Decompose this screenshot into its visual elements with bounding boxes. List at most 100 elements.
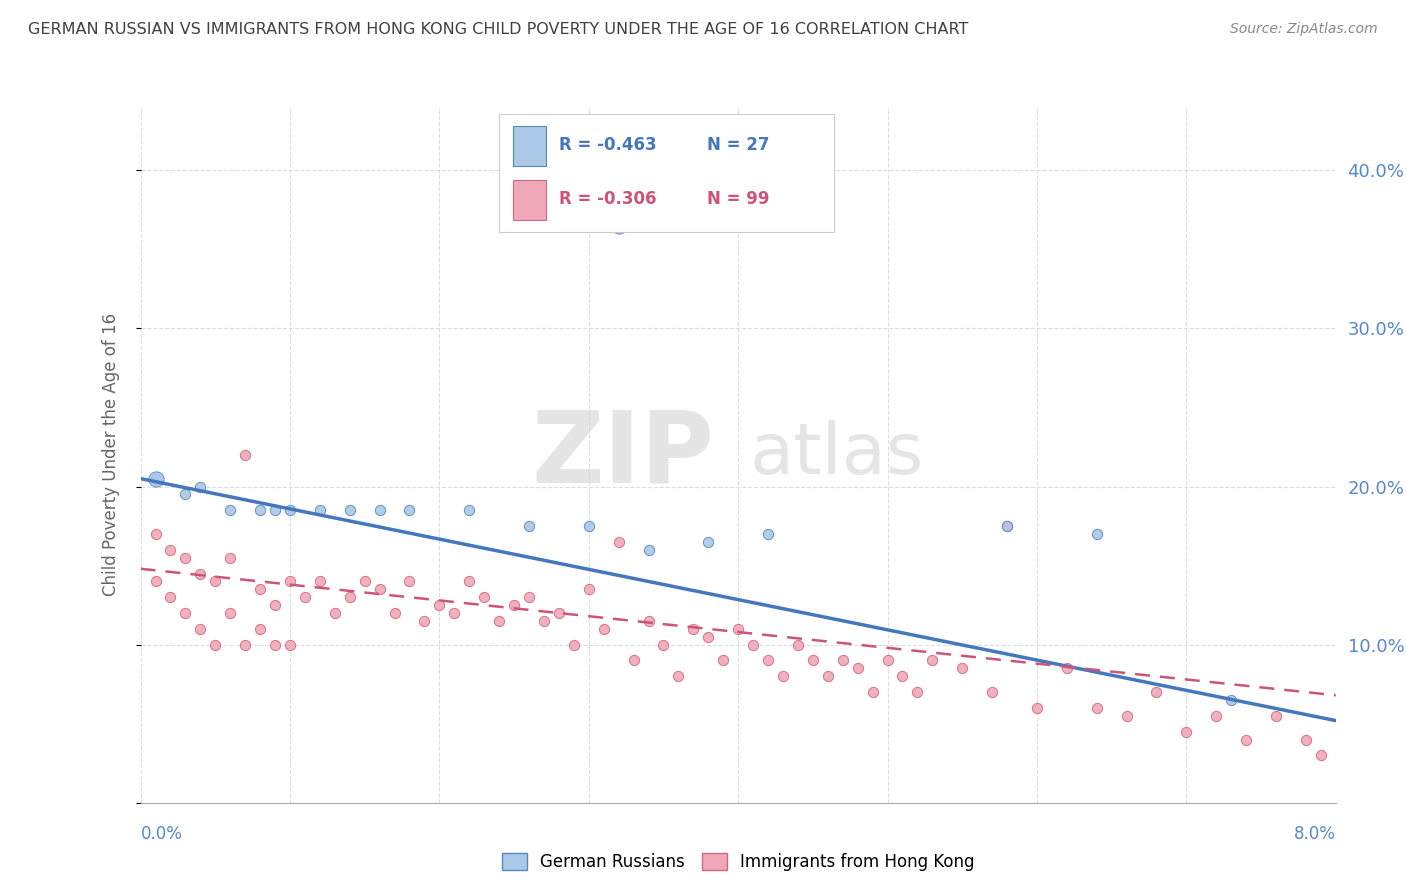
Point (1085, 701, 1108, 715)
Point (249, 582, 271, 597)
Point (787, 638, 810, 652)
Point (1309, 748, 1331, 763)
Point (264, 503, 287, 517)
Point (891, 669, 914, 683)
Point (578, 582, 600, 597)
Point (219, 606, 242, 620)
Legend: German Russians, Immigrants from Hong Kong: German Russians, Immigrants from Hong Ko… (495, 847, 981, 878)
Point (592, 622, 614, 636)
Point (398, 503, 420, 517)
Point (950, 661, 973, 675)
Point (278, 503, 301, 517)
Point (1234, 732, 1257, 747)
Text: ZIP: ZIP (531, 407, 714, 503)
Point (517, 519, 540, 533)
Point (188, 622, 212, 636)
Point (294, 591, 316, 605)
Point (756, 527, 779, 541)
Point (862, 685, 884, 699)
Point (772, 669, 794, 683)
Point (458, 503, 481, 517)
Text: Source: ZipAtlas.com: Source: ZipAtlas.com (1230, 22, 1378, 37)
Point (368, 503, 391, 517)
Point (368, 582, 391, 597)
Text: 8.0%: 8.0% (1294, 825, 1336, 843)
Point (697, 534, 720, 549)
Point (413, 614, 436, 628)
Point (533, 614, 555, 628)
Point (219, 503, 242, 517)
Point (756, 653, 779, 667)
Point (637, 614, 659, 628)
Point (697, 630, 720, 644)
Point (264, 638, 287, 652)
Point (503, 598, 526, 612)
Point (607, 219, 630, 233)
Point (548, 606, 571, 620)
Point (846, 661, 869, 675)
Point (711, 653, 734, 667)
Point (1205, 708, 1227, 723)
Point (384, 606, 406, 620)
Point (159, 591, 181, 605)
Point (278, 638, 301, 652)
Point (876, 653, 898, 667)
Point (578, 519, 600, 533)
Point (443, 606, 465, 620)
Point (831, 653, 853, 667)
Point (159, 542, 181, 557)
Point (995, 519, 1018, 533)
Point (1265, 708, 1288, 723)
Point (652, 638, 675, 652)
Point (921, 653, 943, 667)
Point (145, 574, 167, 589)
Point (1175, 724, 1198, 739)
Point (458, 574, 481, 589)
Point (1115, 708, 1137, 723)
Point (174, 606, 197, 620)
Point (1056, 661, 1078, 675)
Point (309, 503, 332, 517)
Point (517, 591, 540, 605)
Point (188, 479, 212, 493)
Point (1085, 527, 1108, 541)
Point (145, 472, 167, 486)
Point (801, 653, 824, 667)
Point (472, 591, 495, 605)
Point (233, 448, 256, 462)
Point (278, 574, 301, 589)
Point (219, 550, 242, 565)
Point (1026, 701, 1049, 715)
Point (249, 622, 271, 636)
Point (427, 598, 450, 612)
Text: atlas: atlas (751, 420, 925, 490)
Point (204, 574, 226, 589)
Point (607, 534, 630, 549)
Point (174, 550, 197, 565)
Point (637, 542, 659, 557)
Point (204, 638, 226, 652)
Point (907, 685, 929, 699)
Point (145, 527, 167, 541)
Point (249, 503, 271, 517)
Y-axis label: Child Poverty Under the Age of 16: Child Poverty Under the Age of 16 (101, 313, 120, 597)
Point (264, 598, 287, 612)
Point (339, 591, 361, 605)
Point (742, 638, 765, 652)
Point (488, 614, 510, 628)
Point (1295, 732, 1317, 747)
Point (817, 669, 839, 683)
Point (188, 566, 212, 581)
Point (623, 653, 645, 667)
Point (233, 638, 256, 652)
Point (353, 574, 375, 589)
Text: 0.0%: 0.0% (141, 825, 183, 843)
Point (174, 487, 197, 501)
Point (339, 503, 361, 517)
Text: GERMAN RUSSIAN VS IMMIGRANTS FROM HONG KONG CHILD POVERTY UNDER THE AGE OF 16 CO: GERMAN RUSSIAN VS IMMIGRANTS FROM HONG K… (28, 22, 969, 37)
Point (145, 472, 167, 486)
Point (682, 622, 704, 636)
Point (323, 606, 346, 620)
Point (1146, 685, 1168, 699)
Point (727, 622, 749, 636)
